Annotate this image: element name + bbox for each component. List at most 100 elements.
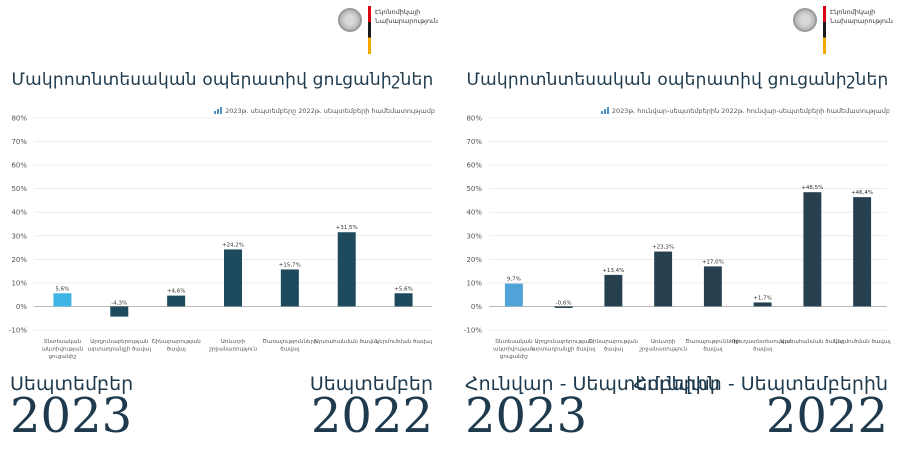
- chart-subtitle-text: 2023թ. հունվար-սեպտեմբերին 2022թ. հունվա…: [611, 107, 890, 115]
- y-tick-label: 70%: [11, 138, 27, 146]
- data-label: 5,6%: [55, 286, 69, 292]
- period-label-left: Հունվար - Սեպտեմբերին: [465, 373, 720, 395]
- category-label: շրջանառություն: [209, 347, 257, 353]
- bar: [554, 306, 573, 308]
- bar: [753, 302, 772, 307]
- category-label: Տնտեսական: [44, 339, 81, 345]
- bar: [504, 283, 523, 307]
- y-tick-label: 80%: [466, 115, 482, 123]
- category-label: Շինարարության: [152, 339, 201, 345]
- data-label: +31,5%: [336, 225, 358, 231]
- category-label: ակտիվության: [42, 347, 83, 353]
- year-left: 2023: [465, 388, 588, 444]
- y-tick-label: 80%: [11, 115, 27, 123]
- data-label: +15,7%: [279, 262, 301, 268]
- ministry-logo: Էկոնոմիկայի Նախարարություն: [793, 6, 893, 54]
- category-label: ակտիվության: [493, 347, 534, 353]
- ministry-name: Էկոնոմիկայի Նախարարություն: [830, 8, 893, 25]
- category-label: Ծառայությունների: [685, 339, 741, 345]
- y-tick-label: 40%: [11, 209, 27, 217]
- data-label: +24,2%: [222, 242, 244, 248]
- left-panel: Էկոնոմիկայի Նախարարություն Մակրոտնտեսակա…: [0, 0, 445, 450]
- category-label: ծավալ: [167, 347, 187, 353]
- year-left: 2023: [10, 388, 133, 444]
- bar: [280, 269, 299, 307]
- category-label: Արտահանման ծավալ: [315, 339, 379, 345]
- chart-title: Մակրոտնտեսական օպերատիվ ցուցանիշներ: [466, 70, 889, 90]
- category-label: Գյուղատնտեսության: [732, 339, 794, 345]
- category-label: արտադրանքի ծավալ: [88, 347, 152, 353]
- category-label: Առևտրի: [221, 339, 246, 345]
- category-label: ցուցանիշ: [500, 354, 528, 360]
- data-label: +1,7%: [753, 295, 772, 301]
- right-panel: Էկոնոմիկայի Նախարարություն Մակրոտնտեսակա…: [455, 0, 900, 450]
- coat-of-arms-icon: [338, 8, 362, 32]
- y-tick-label: 20%: [466, 256, 482, 264]
- y-tick-label: 20%: [11, 256, 27, 264]
- period-label-left: Սեպտեմբեր: [10, 373, 134, 395]
- y-tick-label: -10%: [464, 327, 482, 335]
- bar: [337, 232, 356, 307]
- category-label: ծավալ: [280, 347, 300, 353]
- y-tick-label: 0%: [471, 303, 482, 311]
- flag-stripe: [823, 6, 826, 54]
- bar-chart: -10% 0% 10% 20% 30% 40% 50% 60% 70% 80% 5,6% Տնտեսա…: [9, 115, 433, 361]
- bar: [110, 306, 129, 317]
- bar-chart: -10% 0% 10% 20% 30% 40% 50% 60% 70% 80% 9,7% Տնտեսա…: [464, 115, 891, 361]
- y-tick-label: 60%: [11, 162, 27, 170]
- category-label: շրջանառություն: [639, 347, 687, 353]
- bar: [224, 249, 242, 307]
- ministry-logo: Էկոնոմիկայի Նախարարություն: [338, 6, 438, 54]
- data-label: +4,6%: [167, 289, 186, 295]
- y-tick-label: 60%: [466, 162, 482, 170]
- category-label: արտադրանքի ծավալ: [532, 347, 596, 353]
- category-label: ցուցանիշ: [48, 354, 76, 360]
- data-label: -4,3%: [111, 300, 127, 306]
- bar: [604, 274, 623, 307]
- bar: [703, 266, 722, 307]
- category-label: Ներմուծման ծավալ: [834, 339, 891, 345]
- bar: [853, 197, 872, 307]
- category-label: ծավալ: [753, 347, 773, 353]
- chart-subtitle: 2023թ. սեպտեմբերը 2022թ. սեպտեմբերի համե…: [214, 107, 435, 115]
- data-label: +23,3%: [652, 245, 674, 251]
- category-label: Ներմուծման ծավալ: [375, 339, 432, 345]
- bar: [654, 251, 673, 307]
- period-label-right: Սեպտեմբեր: [309, 373, 433, 395]
- bar: [803, 192, 822, 307]
- y-tick-label: 40%: [466, 209, 482, 217]
- y-tick-label: 0%: [16, 303, 27, 311]
- bar-chart-icon: [214, 107, 223, 114]
- y-tick-label: 70%: [466, 138, 482, 146]
- coat-of-arms-icon: [793, 8, 817, 32]
- category-label: Արդյունաբերության: [534, 339, 592, 345]
- ministry-name: Էկոնոմիկայի Նախարարություն: [375, 8, 438, 25]
- y-tick-label: 50%: [466, 185, 482, 193]
- y-tick-label: 10%: [466, 279, 482, 287]
- y-tick-label: 10%: [11, 279, 27, 287]
- category-label: ծավալ: [604, 347, 624, 353]
- data-label: +13,4%: [602, 268, 624, 274]
- bar: [167, 295, 186, 307]
- data-label: 9,7%: [507, 277, 521, 283]
- y-tick-label: 50%: [11, 185, 27, 193]
- data-label: +48,5%: [801, 185, 823, 191]
- category-label: Արդյունաբերության: [90, 339, 148, 345]
- category-label: Առևտրի: [651, 339, 676, 345]
- data-label: +5,6%: [394, 286, 413, 292]
- category-label: Շինարարության: [589, 339, 638, 345]
- y-tick-label: 30%: [466, 232, 482, 240]
- category-label: Տնտեսական: [495, 339, 532, 345]
- data-label: +46,4%: [851, 190, 873, 196]
- data-label: +17,0%: [702, 259, 724, 265]
- bar-chart-icon: [600, 107, 609, 114]
- y-tick-label: 30%: [11, 232, 27, 240]
- chart-subtitle: 2023թ. հունվար-սեպտեմբերին 2022թ. հունվա…: [600, 107, 890, 115]
- flag-stripe: [368, 6, 371, 54]
- category-label: ծավալ: [703, 347, 723, 353]
- category-label: Ծառայությունների: [262, 339, 318, 345]
- bar: [53, 293, 72, 307]
- category-label: Արտահանման ծավալ: [780, 339, 844, 345]
- year-right: 2022: [765, 388, 888, 444]
- bar: [394, 293, 413, 307]
